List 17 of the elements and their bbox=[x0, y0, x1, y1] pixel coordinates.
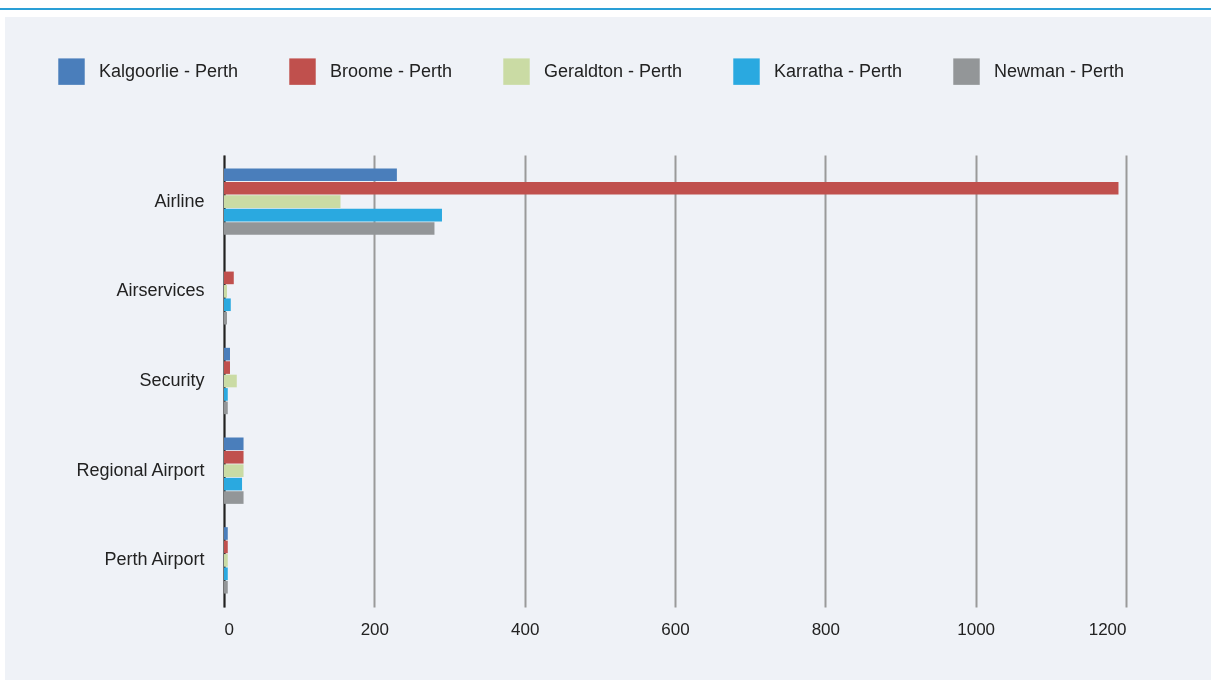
x-tick-label: 200 bbox=[360, 619, 390, 639]
x-tick-label: 400 bbox=[510, 619, 540, 639]
y-tick-label: Regional Airport bbox=[76, 459, 205, 480]
legend-label: Geraldton - Perth bbox=[544, 60, 683, 81]
legend-label: Newman - Perth bbox=[994, 60, 1125, 81]
x-tick-label: 0 bbox=[224, 619, 234, 639]
y-tick-label: Perth Airport bbox=[104, 549, 205, 570]
x-tick-label: 1000 bbox=[957, 619, 996, 639]
legend-label: Karratha - Perth bbox=[774, 60, 903, 81]
legend-label: Kalgoorlie - Perth bbox=[99, 60, 239, 81]
x-tick-label: 600 bbox=[661, 619, 690, 639]
x-tick-label: 1200 bbox=[1088, 619, 1127, 639]
x-tick-label: 800 bbox=[811, 619, 841, 639]
y-tick-label: Security bbox=[139, 370, 205, 390]
y-tick-label: Airservices bbox=[116, 280, 205, 301]
legend-label: Broome - Perth bbox=[330, 60, 453, 81]
y-tick-label: Airline bbox=[154, 190, 205, 211]
